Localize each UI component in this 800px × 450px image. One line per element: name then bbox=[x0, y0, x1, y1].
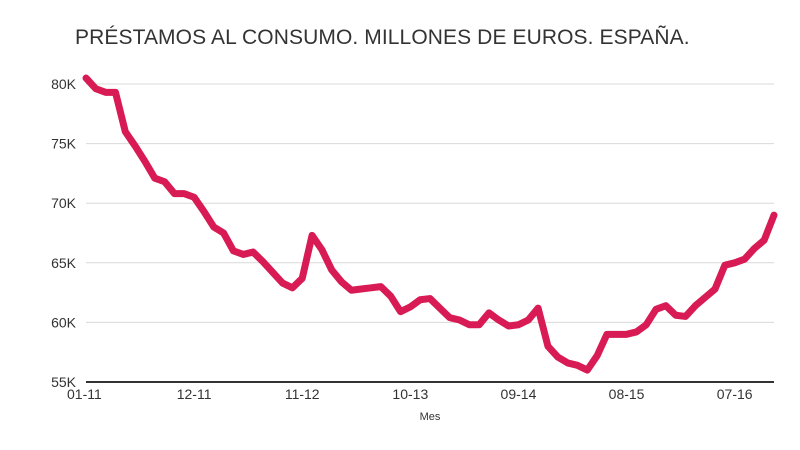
y-tick-label: 70K bbox=[51, 195, 77, 211]
x-tick-label: 12-11 bbox=[177, 386, 212, 402]
y-tick-label: 80K bbox=[51, 76, 77, 92]
series-line bbox=[82, 74, 778, 374]
x-tick-label: 07-16 bbox=[717, 386, 753, 402]
x-tick-label: 10-13 bbox=[392, 386, 428, 402]
x-axis-label: Mes bbox=[420, 411, 441, 423]
y-tick-label: 75K bbox=[51, 136, 77, 152]
y-tick-label: 60K bbox=[51, 314, 77, 330]
y-tick-label: 55K bbox=[51, 374, 77, 390]
y-tick-label: 65K bbox=[51, 255, 77, 271]
x-tick-label: 08-15 bbox=[609, 386, 645, 402]
x-axis-ticks: 01-11 12-11 11-12 10-13 09-14 08-15 07-16 bbox=[67, 386, 753, 402]
grid-lines bbox=[86, 83, 774, 323]
y-axis-ticks: 55K 60K 65K 70K 75K 80K bbox=[51, 76, 77, 390]
x-tick-label: 11-12 bbox=[285, 386, 320, 402]
x-tick-label: 01-11 bbox=[67, 386, 102, 402]
x-tick-label: 09-14 bbox=[501, 386, 537, 402]
chart-title: PRÉSTAMOS AL CONSUMO. MILLONES DE EUROS.… bbox=[75, 26, 690, 49]
